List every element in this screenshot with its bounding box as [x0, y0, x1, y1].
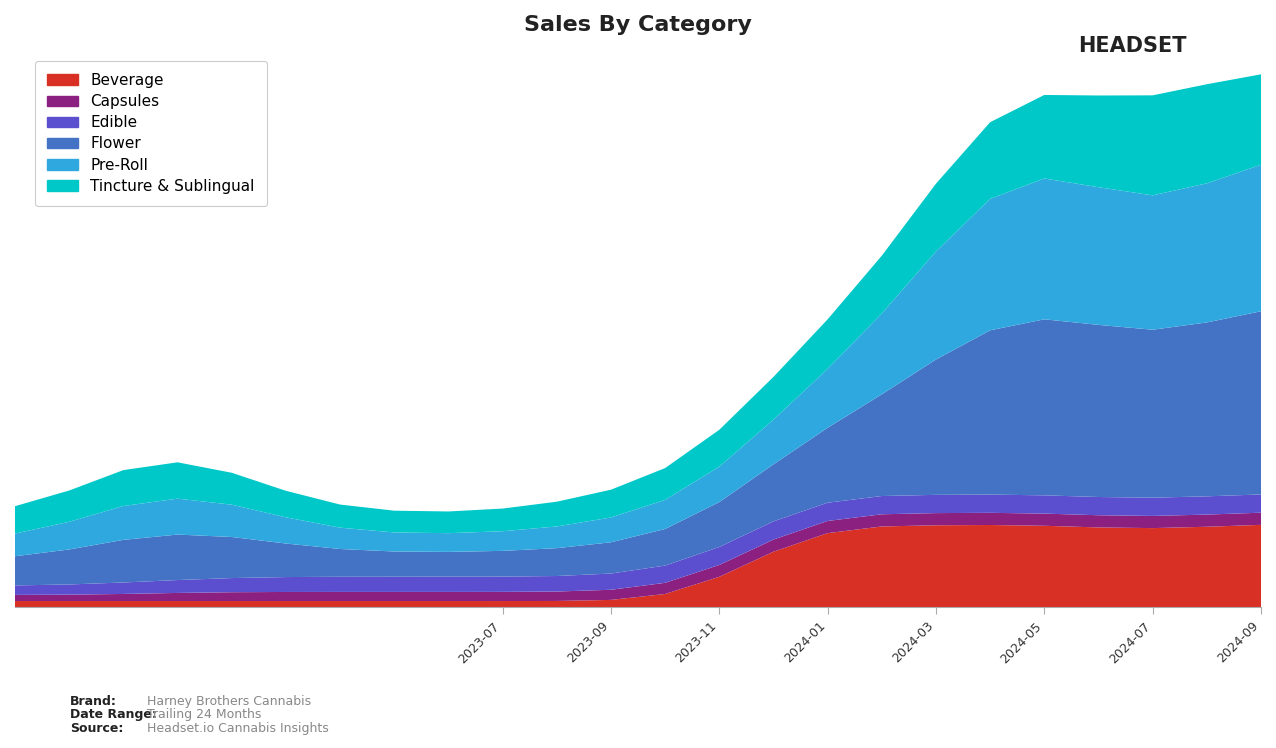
- Text: Brand:: Brand:: [70, 695, 117, 708]
- Text: Trailing 24 Months: Trailing 24 Months: [147, 708, 262, 721]
- Text: HEADSET: HEADSET: [1078, 37, 1187, 56]
- Text: Source:: Source:: [70, 722, 124, 735]
- Text: Headset.io Cannabis Insights: Headset.io Cannabis Insights: [147, 722, 328, 735]
- Legend: Beverage, Capsules, Edible, Flower, Pre-Roll, Tincture & Sublingual: Beverage, Capsules, Edible, Flower, Pre-…: [36, 61, 267, 206]
- Text: Harney Brothers Cannabis: Harney Brothers Cannabis: [147, 695, 311, 708]
- Title: Sales By Category: Sales By Category: [524, 15, 752, 35]
- Text: Date Range:: Date Range:: [70, 708, 157, 721]
